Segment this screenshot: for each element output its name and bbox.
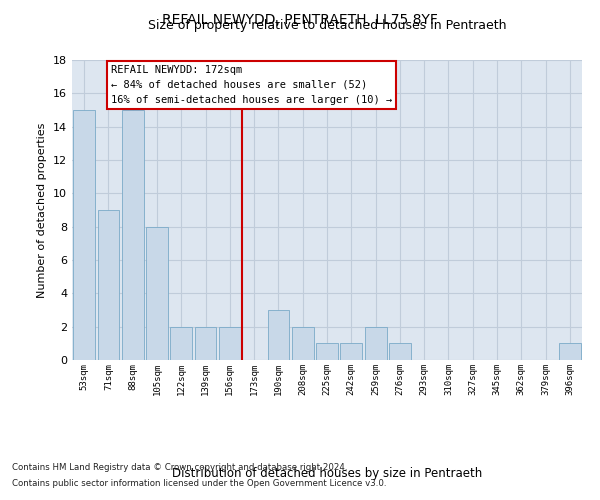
Bar	[73, 110, 95, 360]
Bar	[268, 310, 289, 360]
Title: Size of property relative to detached houses in Pentraeth: Size of property relative to detached ho…	[148, 20, 506, 32]
Bar	[389, 344, 411, 360]
Bar	[146, 226, 168, 360]
Bar	[316, 344, 338, 360]
Bar	[219, 326, 241, 360]
Text: Contains public sector information licensed under the Open Government Licence v3: Contains public sector information licen…	[12, 478, 386, 488]
Text: Contains HM Land Registry data © Crown copyright and database right 2024.: Contains HM Land Registry data © Crown c…	[12, 464, 347, 472]
Text: REFAIL NEWYDD, PENTRAETH, LL75 8YF: REFAIL NEWYDD, PENTRAETH, LL75 8YF	[162, 12, 438, 26]
Y-axis label: Number of detached properties: Number of detached properties	[37, 122, 47, 298]
Text: REFAIL NEWYDD: 172sqm
← 84% of detached houses are smaller (52)
16% of semi-deta: REFAIL NEWYDD: 172sqm ← 84% of detached …	[111, 65, 392, 104]
Bar	[365, 326, 386, 360]
Bar	[559, 344, 581, 360]
Bar	[170, 326, 192, 360]
Bar	[340, 344, 362, 360]
X-axis label: Distribution of detached houses by size in Pentraeth: Distribution of detached houses by size …	[172, 467, 482, 480]
Bar	[194, 326, 217, 360]
Bar	[292, 326, 314, 360]
Bar	[122, 110, 143, 360]
Bar	[97, 210, 119, 360]
